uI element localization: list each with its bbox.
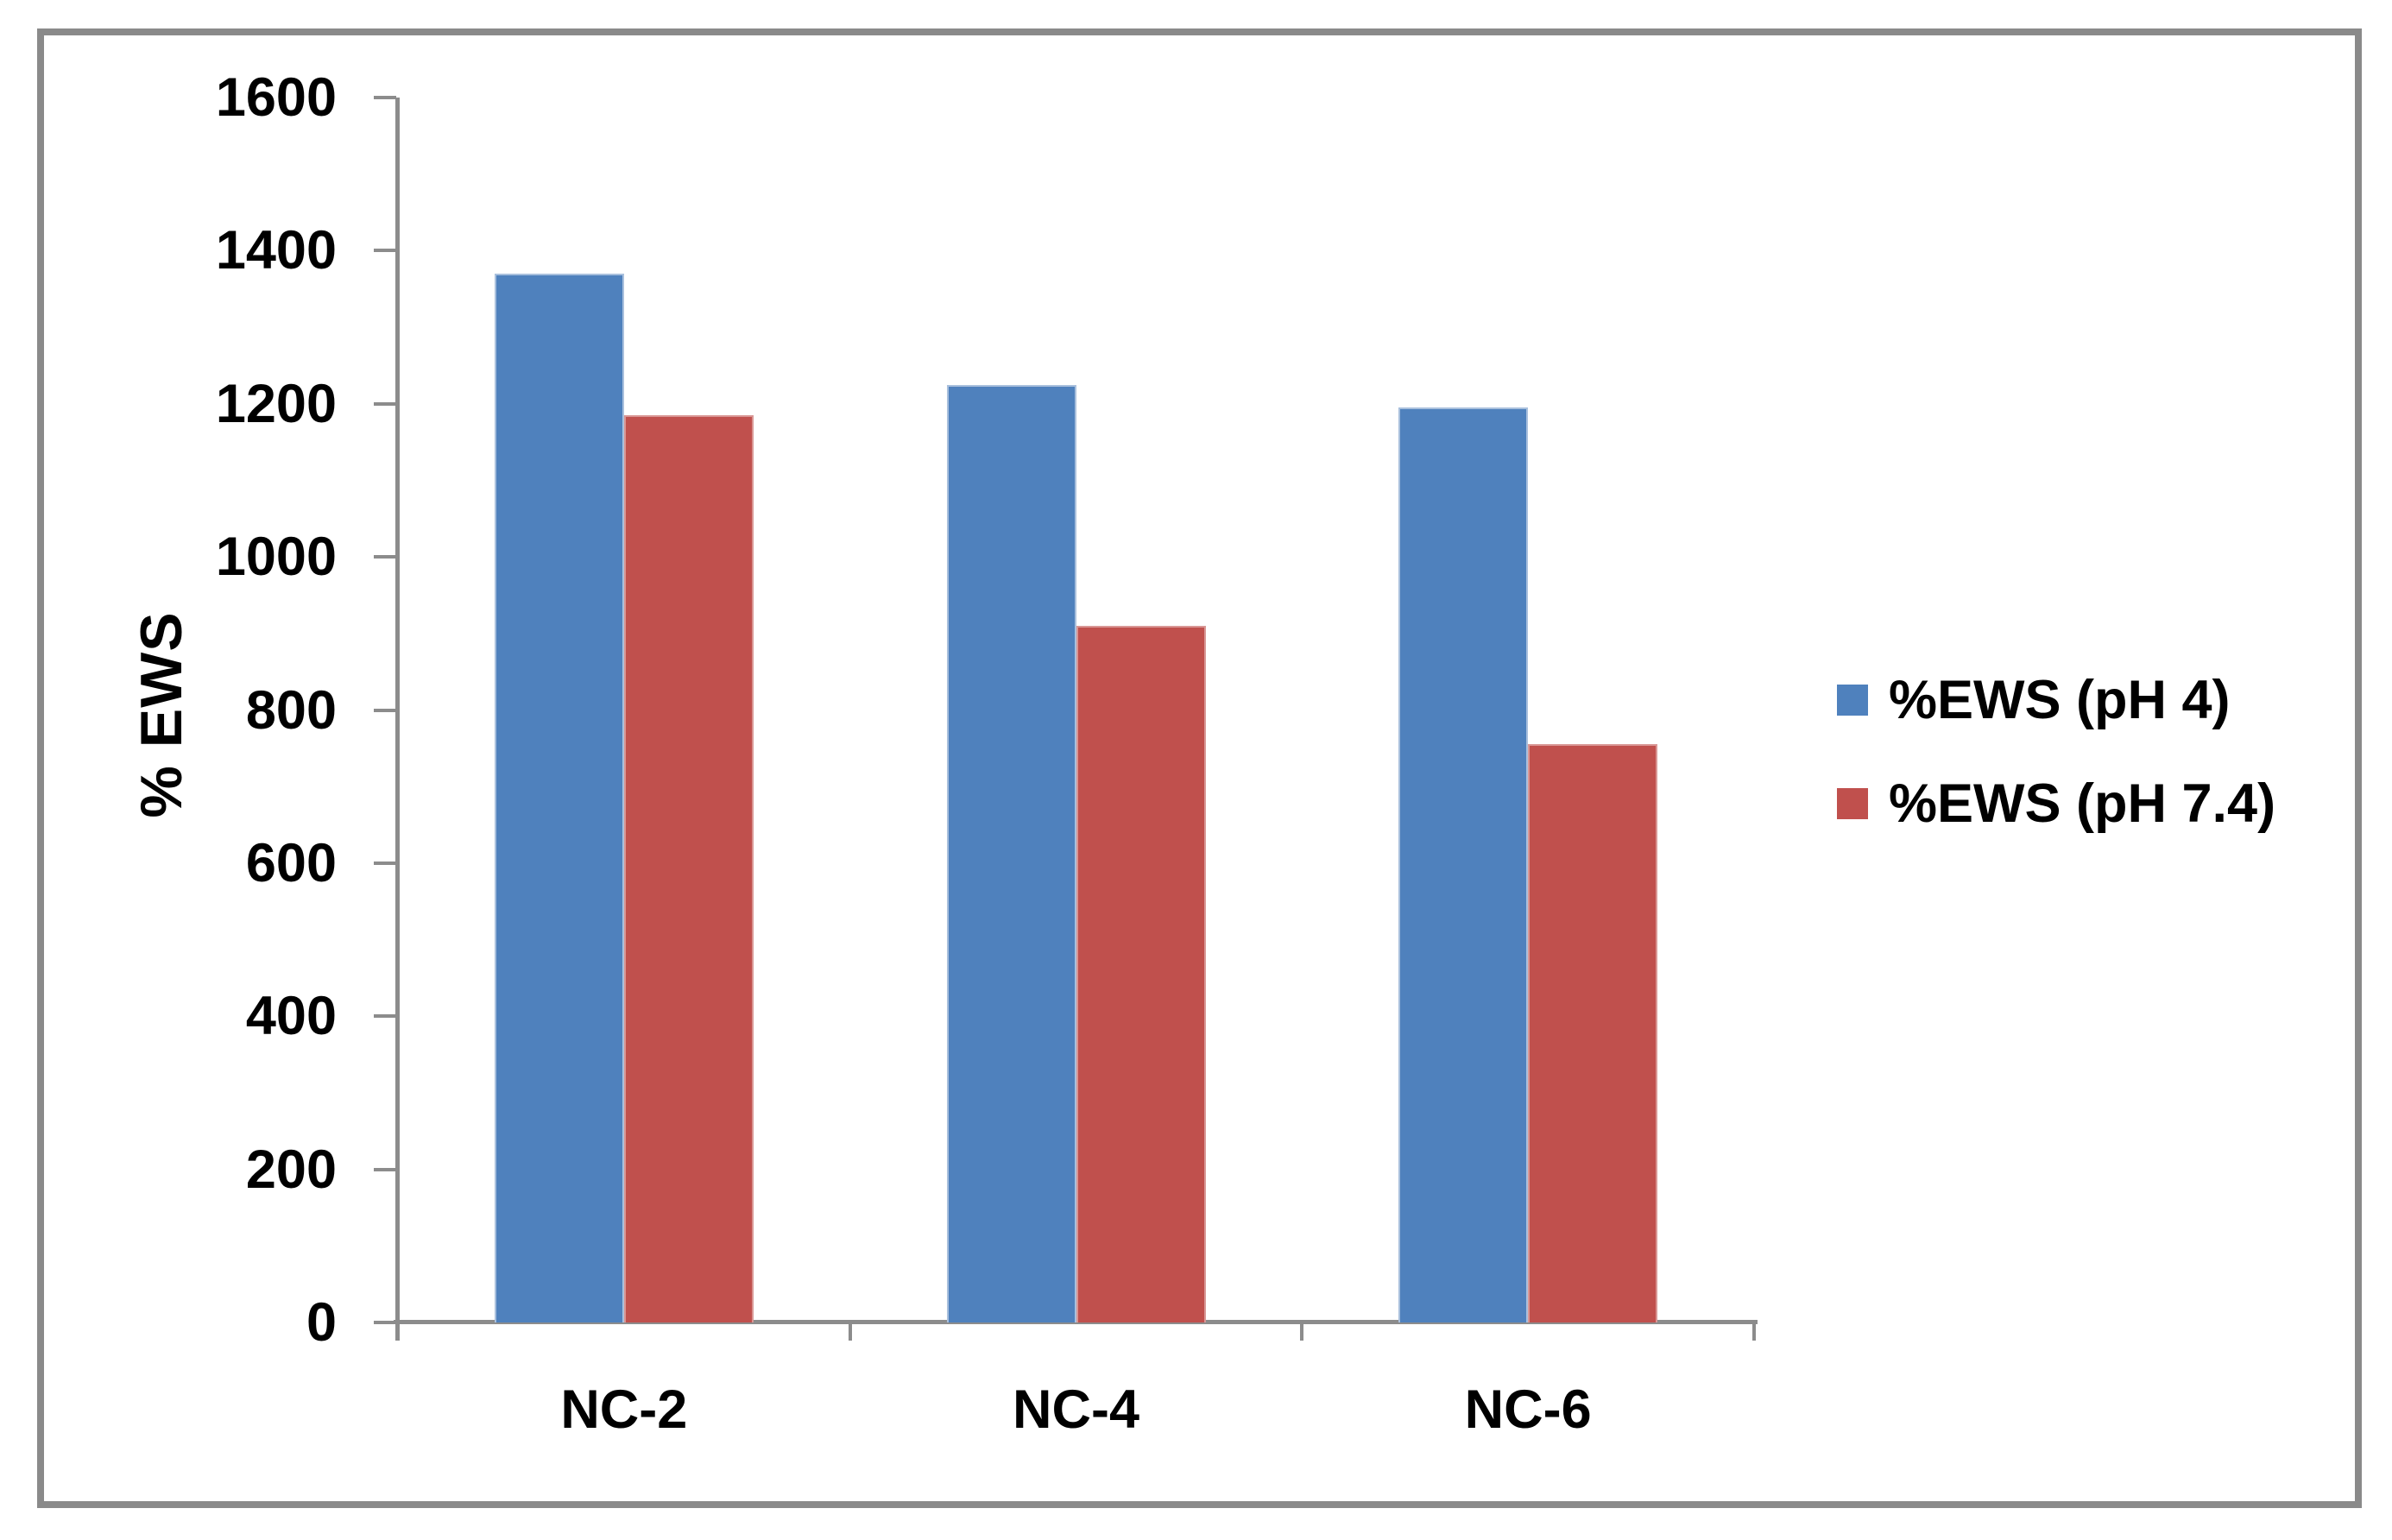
bar-nc-2-series-1 — [494, 273, 624, 1322]
y-axis-tick-label: 1200 — [215, 373, 337, 434]
bar-nc-6-series-1 — [1398, 407, 1529, 1322]
y-axis-tick-label: 600 — [245, 832, 337, 893]
y-axis-tick-label: 1600 — [215, 67, 337, 128]
y-axis-tick — [374, 861, 396, 865]
y-axis-tick — [374, 1014, 396, 1019]
y-axis-tick-label: 1400 — [215, 220, 337, 281]
legend-swatch-icon — [1837, 685, 1868, 716]
y-axis-tick — [374, 1321, 396, 1324]
legend-row: %EWS (pH 4) — [1837, 669, 2275, 731]
bar-nc-4-series-2 — [1076, 625, 1206, 1322]
legend-label: %EWS (pH 7.4) — [1889, 773, 2276, 834]
y-axis-tick — [374, 555, 396, 559]
legend-row: %EWS (pH 7.4) — [1837, 773, 2275, 835]
legend: %EWS (pH 4) %EWS (pH 7.4) — [1837, 669, 2275, 876]
x-axis-category-label: NC-4 — [1012, 1379, 1139, 1440]
bar-nc-2-series-2 — [623, 415, 754, 1322]
y-axis-tick — [374, 96, 396, 99]
x-axis-tick — [396, 1322, 400, 1341]
y-axis-tick-label: 400 — [245, 986, 337, 1047]
x-axis-tick — [1752, 1322, 1756, 1341]
y-axis-line — [395, 98, 400, 1341]
y-axis-tick — [374, 1167, 396, 1171]
x-axis-category-label: NC-2 — [560, 1379, 688, 1440]
y-axis-tick-label: 0 — [306, 1292, 337, 1353]
y-axis-tick-label: 1000 — [215, 527, 337, 588]
x-axis-tick — [848, 1322, 852, 1341]
y-axis-tick-label: 200 — [245, 1139, 337, 1200]
y-axis-tick-label: 800 — [245, 679, 337, 741]
y-axis-tick — [374, 249, 396, 253]
x-axis-tick — [1300, 1322, 1304, 1341]
legend-swatch-icon — [1837, 788, 1868, 819]
x-axis-category-label: NC-6 — [1464, 1379, 1592, 1440]
bar-nc-4-series-1 — [946, 384, 1076, 1322]
legend-label: %EWS (pH 4) — [1889, 670, 2231, 730]
bar-nc-6-series-2 — [1528, 744, 1658, 1322]
y-axis-tick — [374, 401, 396, 406]
y-axis-tick — [374, 708, 396, 712]
